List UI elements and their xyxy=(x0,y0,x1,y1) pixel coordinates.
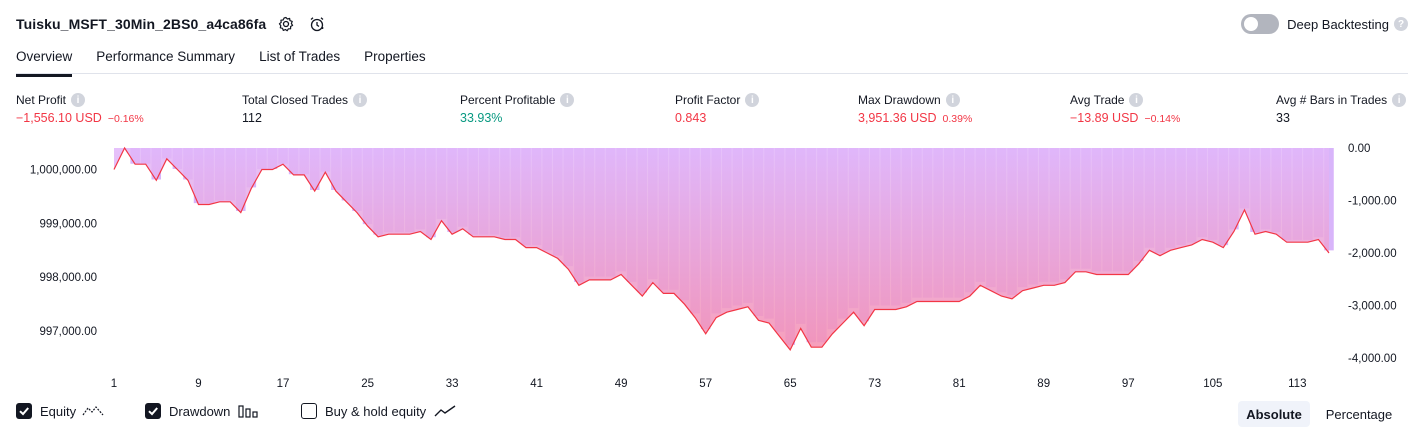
metric-label: Total Closed Trades xyxy=(242,93,349,107)
deep-backtesting-control: Deep Backtesting ? xyxy=(1241,13,1408,35)
metric-total-closed-trades: Total Closed Trades i 112 xyxy=(242,93,368,125)
percentage-button[interactable]: Percentage xyxy=(1325,406,1393,422)
metric-avg-bars-in-trades: Avg # Bars in Trades i 33 xyxy=(1276,93,1407,125)
right-axis-tick-label: 0.00 xyxy=(1348,143,1370,155)
legend-label: Buy & hold equity xyxy=(325,403,427,419)
metric-label: Percent Profitable xyxy=(460,93,556,107)
tab-overview[interactable]: Overview xyxy=(16,47,73,77)
metric-label: Avg # Bars in Trades xyxy=(1276,93,1388,107)
metric-label: Avg Trade xyxy=(1070,93,1125,107)
tab-divider xyxy=(16,73,1408,74)
metric-value: −13.89 USD xyxy=(1070,111,1139,125)
x-axis-tick-label: 17 xyxy=(277,378,290,390)
metric-avg-trade: Avg Trade i −13.89 USD −0.14% xyxy=(1070,93,1180,125)
tab-performance-summary[interactable]: Performance Summary xyxy=(96,49,236,64)
x-axis-tick-label: 41 xyxy=(530,378,543,390)
equity-drawdown-chart[interactable]: 1,000,000.00 999,000.00 998,000.00 997,000.… xyxy=(0,140,1424,395)
left-axis-tick-label: 999,000.00 xyxy=(39,218,97,230)
right-axis-tick-label: -4,000.00 xyxy=(1348,353,1397,365)
legend-drawdown[interactable]: Drawdown xyxy=(145,403,259,419)
info-icon[interactable]: i xyxy=(1129,93,1144,107)
checkbox-unchecked-icon[interactable] xyxy=(301,403,317,419)
x-axis-tick-label: 81 xyxy=(953,378,966,390)
drawdown-bar xyxy=(1324,148,1334,251)
x-axis-tick-label: 33 xyxy=(446,378,459,390)
buy-hold-line-icon xyxy=(434,404,456,418)
metric-percent: −0.16% xyxy=(107,113,144,125)
legend-label: Drawdown xyxy=(169,403,231,419)
metric-label: Profit Factor xyxy=(675,93,741,107)
drawdown-bars-icon xyxy=(238,404,259,418)
checkbox-checked-icon[interactable] xyxy=(145,403,161,419)
metric-net-profit: Net Profit i −1,556.10 USD −0.16% xyxy=(16,93,144,125)
info-icon[interactable]: i xyxy=(560,93,575,107)
alarm-clock-icon[interactable] xyxy=(306,13,328,35)
x-axis-tick-label: 73 xyxy=(868,378,881,390)
right-axis-tick-label: -3,000.00 xyxy=(1348,301,1397,313)
metric-profit-factor: Profit Factor i 0.843 xyxy=(675,93,760,125)
checkbox-checked-icon[interactable] xyxy=(16,403,32,419)
metric-value: 112 xyxy=(242,111,262,125)
deep-backtesting-label: Deep Backtesting xyxy=(1287,16,1389,32)
x-axis-tick-label: 113 xyxy=(1288,378,1306,390)
right-axis-tick-label: -2,000.00 xyxy=(1348,248,1397,260)
x-axis-tick-label: 9 xyxy=(195,378,201,390)
report-tabs: Overview Performance Summary List of Tra… xyxy=(16,47,450,77)
x-axis-tick-label: 65 xyxy=(784,378,797,390)
x-axis-tick-label: 89 xyxy=(1037,378,1050,390)
equity-line-icon xyxy=(82,404,104,418)
info-icon[interactable]: i xyxy=(945,93,960,107)
legend-label: Equity xyxy=(40,403,77,419)
metric-percent: 0.39% xyxy=(942,113,973,125)
info-icon[interactable]: i xyxy=(745,93,760,107)
metric-label: Net Profit xyxy=(16,93,67,107)
left-axis-tick-label: 997,000.00 xyxy=(39,326,97,338)
metric-value: 33 xyxy=(1276,111,1290,125)
info-icon[interactable]: i xyxy=(1392,93,1407,107)
legend-buy-hold-equity[interactable]: Buy & hold equity xyxy=(301,403,456,419)
metric-value: −1,556.10 USD xyxy=(16,111,102,125)
x-axis-tick-label: 57 xyxy=(699,378,712,390)
equity-area xyxy=(114,148,1329,350)
strategy-name: Tuisku_MSFT_30Min_2BS0_a4ca86fa xyxy=(16,16,267,32)
tab-properties[interactable]: Properties xyxy=(364,49,426,64)
absolute-button[interactable]: Absolute xyxy=(1238,401,1310,427)
legend-equity[interactable]: Equity xyxy=(16,403,104,419)
tab-list-of-trades[interactable]: List of Trades xyxy=(259,49,341,64)
metric-value: 33.93% xyxy=(460,111,503,125)
toggle-knob xyxy=(1244,17,1259,31)
metric-value: 3,951.36 USD xyxy=(858,111,937,125)
right-axis-tick-label: -1,000.00 xyxy=(1348,196,1397,208)
info-icon[interactable]: i xyxy=(353,93,368,107)
strategy-header: Tuisku_MSFT_30Min_2BS0_a4ca86fa xyxy=(16,13,328,35)
metric-percent-profitable: Percent Profitable i 33.93% xyxy=(460,93,575,125)
x-axis-tick-label: 105 xyxy=(1203,378,1222,390)
equity-line xyxy=(113,146,1330,352)
metric-value: 0.843 xyxy=(675,111,707,125)
x-axis-tick-label: 49 xyxy=(615,378,628,390)
x-axis-tick-label: 25 xyxy=(361,378,374,390)
metric-label: Max Drawdown xyxy=(858,93,941,107)
info-icon[interactable]: i xyxy=(71,93,86,107)
deep-backtesting-toggle[interactable] xyxy=(1241,14,1280,34)
x-axis-tick-label: 1 xyxy=(111,378,117,390)
help-icon[interactable]: ? xyxy=(1394,17,1408,31)
left-axis-tick-label: 1,000,000.00 xyxy=(30,165,97,177)
metric-percent: −0.14% xyxy=(1144,113,1181,125)
left-axis-tick-label: 998,000.00 xyxy=(39,272,97,284)
x-axis-tick-label: 97 xyxy=(1122,378,1135,390)
metric-max-drawdown: Max Drawdown i 3,951.36 USD 0.39% xyxy=(858,93,972,125)
settings-gear-icon[interactable] xyxy=(275,13,297,35)
